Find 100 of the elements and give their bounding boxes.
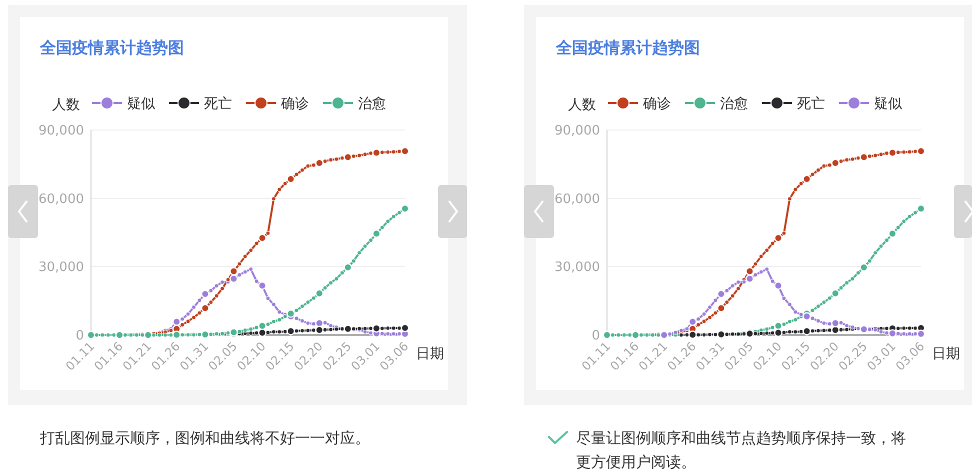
point: [266, 322, 270, 327]
point: [810, 308, 815, 313]
point: [713, 310, 718, 316]
point: [380, 150, 384, 155]
legend-label: 死亡: [204, 96, 232, 112]
point: [340, 270, 344, 276]
point: [386, 326, 390, 330]
point: [197, 310, 202, 316]
point: [793, 330, 798, 334]
y-tick-label: 90,000: [38, 124, 84, 138]
point: [306, 320, 310, 326]
point: [168, 332, 174, 338]
point: [850, 156, 855, 162]
point: [226, 277, 230, 282]
point: [844, 158, 850, 162]
point: [838, 327, 844, 332]
point: [827, 162, 832, 168]
point: [362, 326, 368, 331]
legend-label: 疑似: [874, 96, 902, 112]
point: [724, 288, 730, 293]
point: [878, 244, 884, 248]
point: [328, 158, 334, 162]
point: [730, 294, 735, 298]
point: [180, 332, 185, 338]
point: [362, 152, 368, 157]
point: [793, 317, 798, 322]
point: [764, 330, 770, 336]
x-axis-title: 日期: [416, 346, 444, 362]
legend-label: 死亡: [797, 96, 825, 112]
y-tick-label: 30,000: [554, 260, 600, 276]
point: [884, 238, 890, 243]
point: [208, 300, 214, 304]
point: [237, 262, 242, 266]
point: [328, 280, 334, 286]
point: [753, 272, 758, 278]
legend-label: 治愈: [358, 96, 386, 112]
point: [758, 270, 764, 274]
point: [277, 187, 282, 192]
point: [873, 153, 878, 158]
point: [328, 323, 334, 328]
point: [878, 152, 884, 157]
point: [380, 225, 384, 230]
point: [294, 316, 299, 321]
point: [856, 156, 860, 160]
point: [902, 326, 906, 330]
point: [248, 248, 254, 253]
point: [396, 210, 402, 215]
point: [242, 270, 248, 274]
point: [822, 320, 826, 326]
point: [180, 316, 185, 322]
point: [896, 326, 900, 331]
point: [357, 250, 362, 256]
point: [758, 331, 764, 336]
point: [294, 308, 299, 313]
point: [702, 319, 706, 324]
point: [787, 319, 792, 324]
point: [328, 327, 334, 332]
text: 尽量让图例顺序和曲线节点趋势顺序保持一致，将更方便用户阅读。: [576, 428, 907, 473]
point: [322, 327, 328, 332]
point: [896, 331, 900, 336]
y-axis-title: 人数: [52, 97, 80, 113]
chart-title: 全国疫情累计趋势图: [555, 38, 700, 57]
point: [793, 187, 798, 192]
point: [742, 280, 746, 284]
point: [294, 172, 299, 177]
point: [782, 230, 786, 236]
point: [334, 276, 339, 282]
point: [827, 296, 832, 300]
point: [220, 280, 225, 284]
point: [306, 328, 310, 333]
point: [220, 286, 225, 291]
point: [380, 331, 384, 336]
point: [277, 317, 282, 322]
legend-label: 确诊: [642, 96, 671, 112]
point: [94, 332, 100, 338]
point: [616, 332, 621, 338]
point: [191, 315, 196, 320]
y-tick-label: 0: [76, 328, 84, 344]
point: [787, 330, 792, 334]
point: [902, 332, 906, 336]
point: [300, 318, 305, 324]
point: [340, 156, 344, 160]
point: [197, 298, 202, 303]
point: [191, 304, 196, 310]
point: [730, 284, 735, 288]
point: [277, 310, 282, 314]
legend-label: 治愈: [720, 96, 748, 112]
point: [764, 248, 770, 253]
point: [787, 302, 792, 307]
point: [311, 322, 316, 326]
point: [764, 326, 770, 332]
point: [896, 225, 900, 230]
point: [810, 328, 815, 334]
point: [902, 219, 906, 224]
y-tick-label: 90,000: [554, 124, 600, 138]
point: [357, 153, 362, 158]
point: [753, 262, 758, 266]
point: [902, 150, 906, 154]
point: [907, 214, 912, 219]
point: [254, 278, 259, 284]
